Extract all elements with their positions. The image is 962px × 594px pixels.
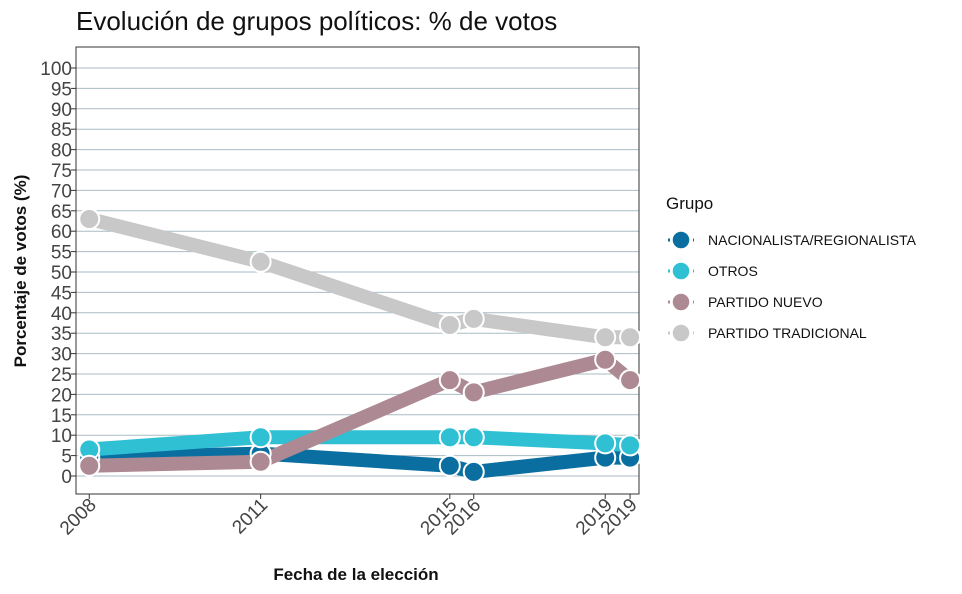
data-point bbox=[462, 460, 485, 483]
x-tick-label: 2011 bbox=[228, 495, 272, 539]
y-tick-label: 50 bbox=[51, 263, 72, 284]
data-point bbox=[594, 432, 617, 455]
y-tick-label: 90 bbox=[51, 100, 72, 121]
legend-item: PARTIDO TRADICIONAL bbox=[666, 317, 916, 348]
y-tick-label: 10 bbox=[51, 426, 72, 447]
legend-key bbox=[666, 256, 696, 286]
legend-item: NACIONALISTA/REGIONALISTA bbox=[666, 224, 916, 255]
legend-label: PARTIDO NUEVO bbox=[708, 293, 823, 310]
legend-label: OTROS bbox=[708, 262, 758, 279]
data-point bbox=[594, 348, 617, 371]
y-tick-label: 95 bbox=[51, 79, 72, 100]
y-tick-label: 60 bbox=[51, 222, 72, 243]
data-point bbox=[462, 381, 485, 404]
y-tick-label: 45 bbox=[51, 283, 72, 304]
y-tick-label: 35 bbox=[51, 324, 72, 345]
data-point bbox=[249, 450, 272, 473]
legend-key-point bbox=[671, 291, 691, 312]
data-point bbox=[438, 454, 461, 477]
y-tick-label: 70 bbox=[51, 181, 72, 202]
series-line bbox=[87, 212, 631, 345]
data-point bbox=[619, 434, 642, 457]
series-points bbox=[78, 207, 642, 483]
legend-key bbox=[666, 287, 696, 317]
y-axis-label: Porcentaje de votos (%) bbox=[11, 175, 30, 368]
x-axis-label: Fecha de la elección bbox=[273, 565, 438, 584]
data-point bbox=[462, 307, 485, 330]
y-tick-label: 20 bbox=[51, 385, 72, 406]
data-point bbox=[619, 369, 642, 392]
y-tick-label: 65 bbox=[51, 202, 72, 223]
y-tick-label: 85 bbox=[51, 120, 72, 141]
data-point bbox=[462, 426, 485, 449]
data-point bbox=[438, 314, 461, 337]
x-tick-label: 2008 bbox=[56, 495, 101, 540]
chart-title: Evolución de grupos políticos: % de voto… bbox=[76, 6, 558, 36]
y-tick-label: 75 bbox=[51, 161, 72, 182]
legend-item: PARTIDO NUEVO bbox=[666, 286, 916, 317]
legend-key-point bbox=[671, 229, 691, 250]
legend-label: PARTIDO TRADICIONAL bbox=[708, 324, 867, 341]
series-line bbox=[88, 430, 631, 457]
y-tick-label: 100 bbox=[40, 59, 72, 80]
y-tick-label: 55 bbox=[51, 243, 72, 264]
y-tick-label: 15 bbox=[51, 406, 72, 427]
y-tick-label: 25 bbox=[51, 365, 72, 386]
data-point bbox=[249, 250, 272, 273]
y-tick-label: 5 bbox=[61, 447, 72, 468]
series-lines bbox=[87, 212, 635, 479]
data-point bbox=[249, 426, 272, 449]
plot-frame bbox=[75, 46, 640, 495]
legend-key bbox=[666, 318, 696, 348]
legend: Grupo NACIONALISTA/REGIONALISTA OTROS PART… bbox=[666, 194, 916, 348]
data-point bbox=[619, 326, 642, 349]
legend-label: NACIONALISTA/REGIONALISTA bbox=[708, 231, 916, 248]
legend-key bbox=[666, 225, 696, 255]
y-axis-ticks: 0510152025303540455055606570758085909510… bbox=[40, 59, 76, 488]
y-tick-label: 40 bbox=[51, 304, 72, 325]
legend-items: NACIONALISTA/REGIONALISTA OTROS PARTIDO NU… bbox=[666, 224, 916, 348]
data-point bbox=[438, 369, 461, 392]
y-tick-label: 80 bbox=[51, 141, 72, 162]
legend-key-point bbox=[671, 260, 691, 281]
data-point bbox=[78, 207, 101, 230]
legend-key-point bbox=[671, 322, 691, 343]
data-point bbox=[78, 454, 101, 477]
y-tick-label: 0 bbox=[61, 467, 72, 488]
legend-item: OTROS bbox=[666, 255, 916, 286]
legend-title: Grupo bbox=[666, 194, 714, 213]
y-tick-label: 30 bbox=[51, 345, 72, 366]
data-point bbox=[594, 326, 617, 349]
data-point bbox=[438, 426, 461, 449]
